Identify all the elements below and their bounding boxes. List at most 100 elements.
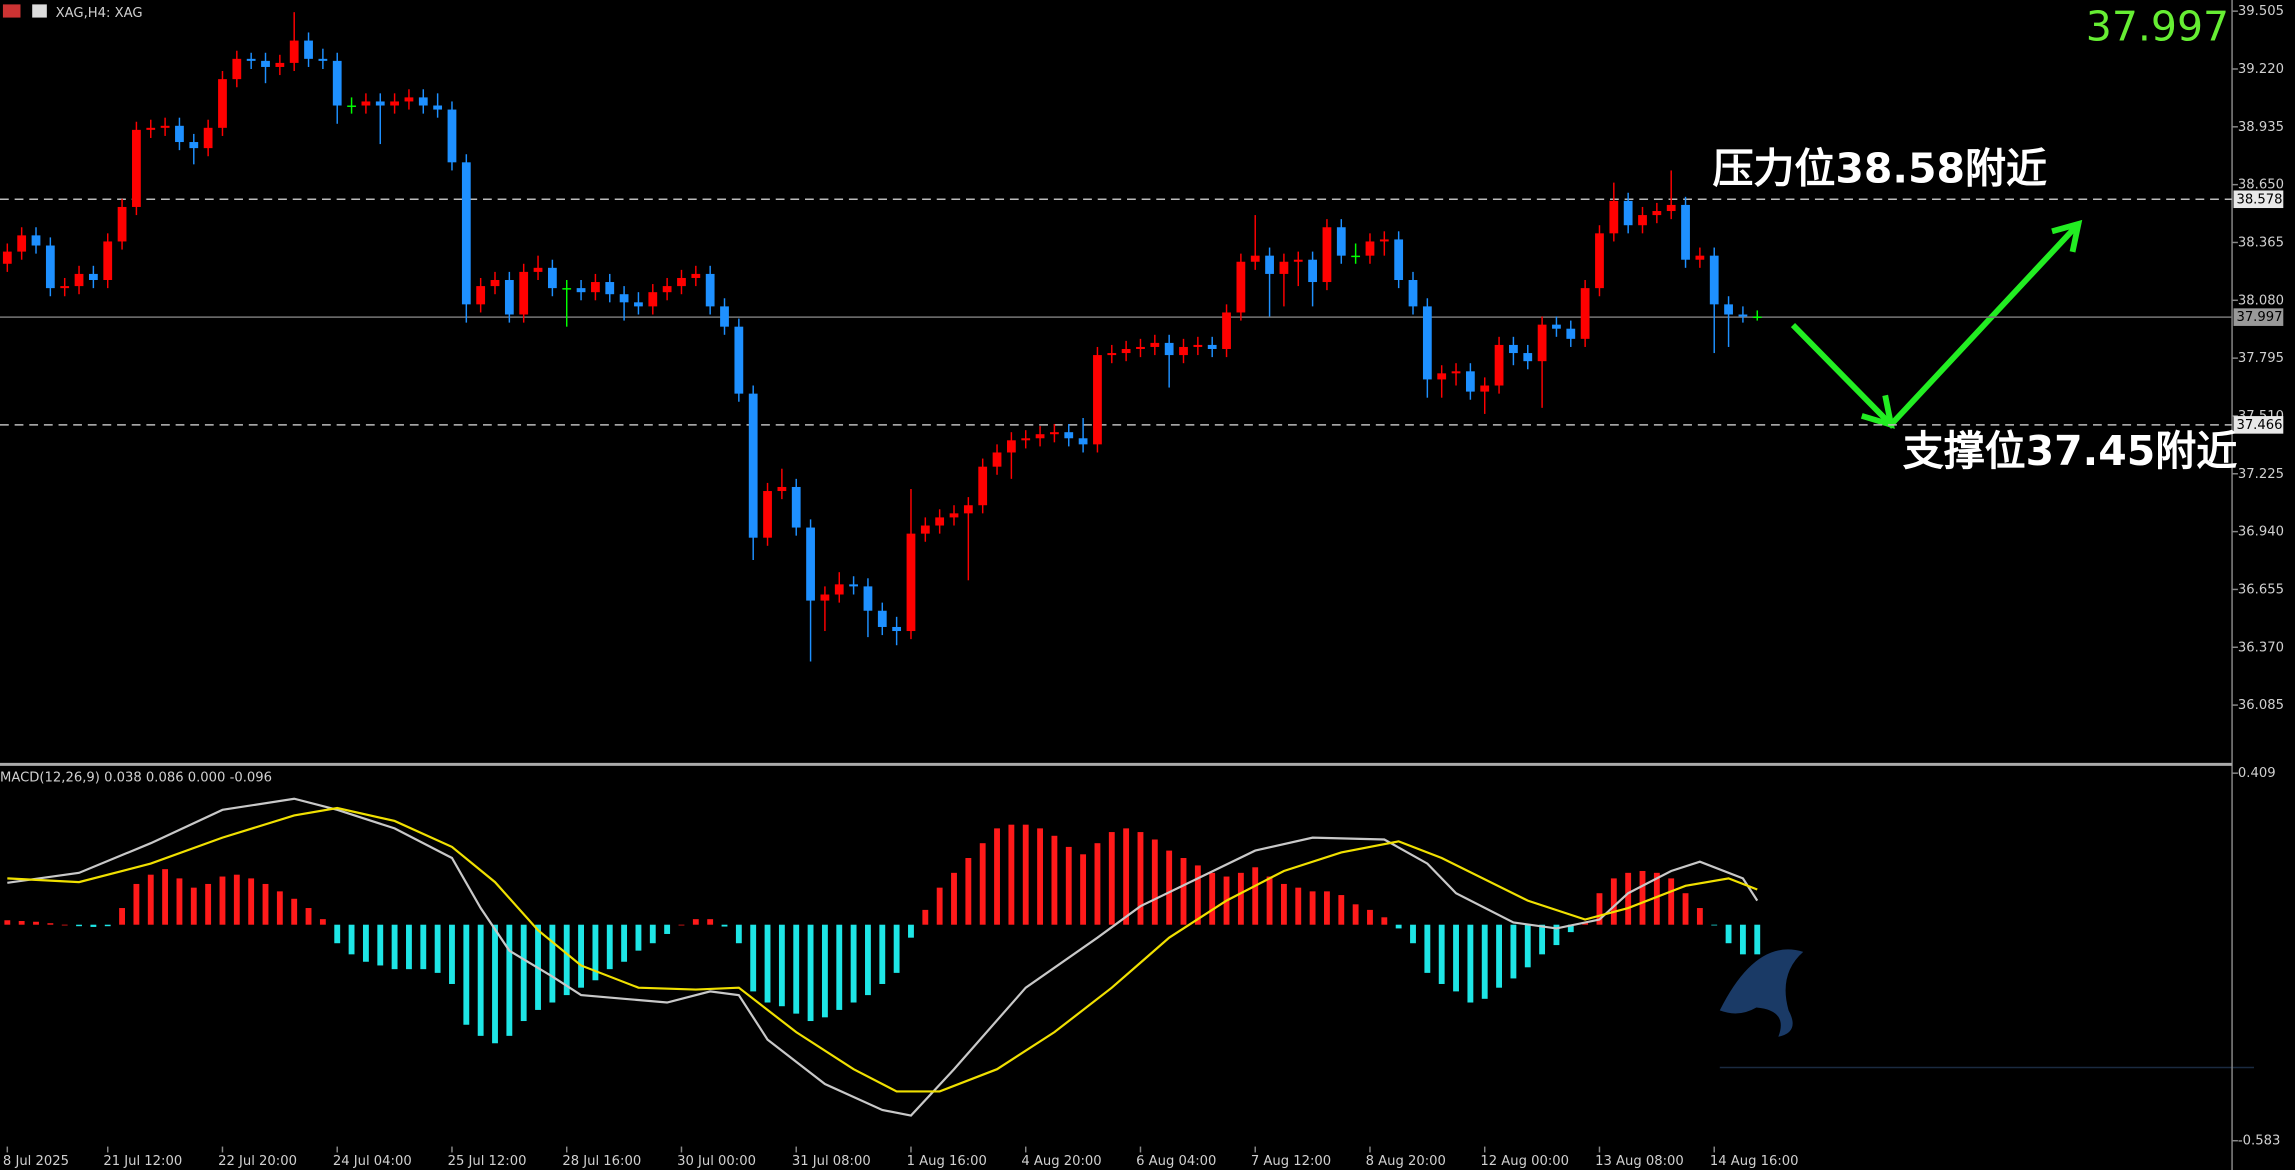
macd-bar (721, 924, 728, 927)
macd-bar (1065, 846, 1072, 925)
macd-bar (649, 924, 656, 944)
candle-body (720, 306, 729, 327)
candle-body (318, 58, 328, 61)
candle-body (662, 286, 672, 293)
candle-body (806, 527, 815, 601)
macd-bar (850, 924, 857, 1003)
candle-body (820, 594, 830, 601)
macd-bar (1725, 924, 1732, 944)
candle-body (45, 245, 55, 289)
candle-body (1580, 288, 1590, 339)
price-line-label: 37.997 (2236, 310, 2282, 325)
candle-body (1681, 204, 1690, 260)
candle-body (648, 292, 658, 307)
candle-body (1179, 346, 1188, 356)
candle-body (289, 40, 299, 63)
macd-bar (1453, 924, 1459, 992)
x-tick-label: 28 Jul 16:00 (562, 1154, 641, 1169)
macd-bar (836, 924, 843, 1010)
candle-body (748, 393, 758, 538)
macd-bar (1539, 924, 1546, 955)
candle-body (433, 105, 443, 110)
candle-body (1738, 314, 1748, 317)
candle-body (1695, 255, 1705, 260)
macd-bar (1438, 924, 1445, 984)
macd-bar (1151, 839, 1158, 925)
macd-bar (793, 924, 800, 1014)
candle-body (834, 584, 844, 595)
y-tick-label: 36.370 (2238, 640, 2284, 655)
macd-bar (578, 924, 584, 988)
macd-tick-label: 0.409 (2238, 766, 2276, 781)
annotation: 压力位38.58附近 (1712, 144, 2046, 192)
candle-body (1422, 306, 1432, 380)
x-tick-label: 14 Aug 16:00 (1710, 1154, 1799, 1169)
candle-body (1093, 355, 1102, 445)
candle-body (117, 206, 127, 242)
macd-bar (1582, 922, 1589, 925)
candle-body (791, 486, 801, 528)
candle-body (591, 282, 600, 293)
annotation: 支撑位37.45附近 (1903, 427, 2237, 475)
macd-bar (563, 924, 570, 996)
macd-bar (1567, 924, 1574, 933)
macd-bar (1008, 824, 1015, 925)
candle-body (375, 101, 385, 106)
candle-body (1150, 342, 1160, 347)
macd-bar (233, 874, 240, 925)
candle-body (504, 280, 514, 315)
candle-body (705, 273, 715, 307)
candle-body (189, 142, 199, 149)
macd-bar (1610, 878, 1617, 925)
x-tick-label: 22 Jul 20:00 (218, 1154, 297, 1169)
x-tick-label: 21 Jul 12:00 (103, 1154, 182, 1169)
macd-bar (1424, 924, 1431, 973)
candle-body (1308, 259, 1317, 283)
candle-body (1078, 438, 1088, 445)
price-line-label: 37.466 (2236, 418, 2282, 433)
macd-bar (778, 924, 785, 1007)
y-tick-label: 38.365 (2238, 235, 2284, 250)
candle-body (1509, 344, 1518, 354)
macd-bar (592, 924, 599, 981)
y-tick-label: 39.505 (2238, 4, 2284, 19)
y-tick-label: 38.935 (2238, 120, 2284, 135)
candle-body (863, 586, 873, 611)
candle-body (1164, 342, 1174, 356)
candle-body (978, 466, 988, 506)
candle-body (1480, 385, 1490, 392)
macd-bar (936, 887, 943, 925)
candle-body (1566, 328, 1576, 339)
macd-bar (979, 843, 986, 925)
macd-bar (1352, 904, 1359, 925)
x-tick-label: 8 Aug 20:00 (1366, 1154, 1446, 1169)
candle-body (1064, 432, 1074, 439)
candle-body (1265, 255, 1274, 274)
macd-bar (1123, 828, 1130, 925)
macd-bar (219, 876, 226, 925)
candle-body (576, 288, 586, 293)
macd-bar (821, 924, 828, 1018)
candle-body (232, 58, 242, 80)
candle-body (892, 626, 902, 632)
candle-body (404, 97, 414, 102)
macd-bar (1324, 891, 1330, 925)
candle-body (677, 277, 686, 287)
macd-bar (1209, 872, 1216, 925)
macd-bar (1280, 883, 1287, 925)
candle-body (160, 125, 170, 128)
y-tick-label: 37.795 (2238, 351, 2284, 366)
macd-line (7, 797, 1759, 1117)
macd-bar (1754, 924, 1761, 955)
macd-bar (248, 878, 255, 925)
candle-body (1595, 233, 1604, 289)
candle-body (103, 241, 113, 281)
x-tick-label: 1 Aug 16:00 (907, 1154, 987, 1169)
candle-body (1136, 346, 1145, 349)
macd-bar (678, 924, 685, 926)
macd-bar (205, 883, 212, 925)
macd-bar (420, 924, 427, 970)
price-line-box (2233, 416, 2284, 434)
